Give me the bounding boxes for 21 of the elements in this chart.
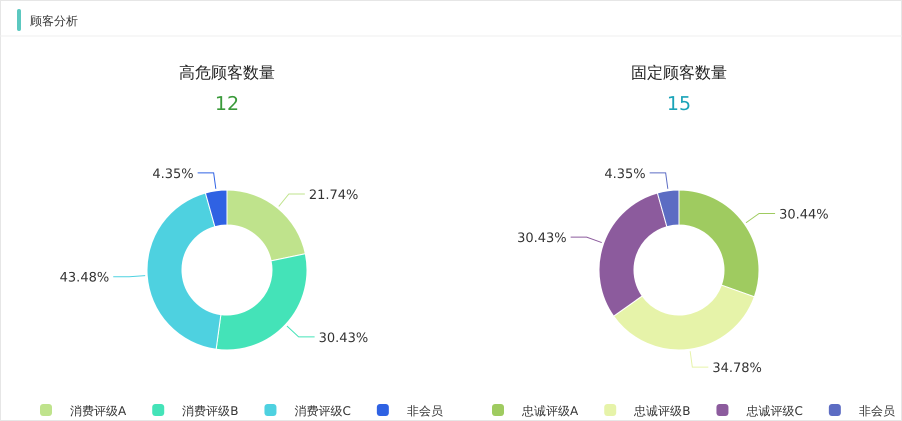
text: 顾客分析 <box>30 14 78 28</box>
data-label: 21.74% <box>308 188 358 203</box>
legend-label: 非会员 <box>858 404 895 418</box>
legend-label: 忠诚评级C <box>745 404 803 418</box>
data-label: 30.43% <box>517 231 567 246</box>
chart-title: 固定顾客数量 <box>631 63 727 82</box>
data-label: 34.78% <box>712 361 762 376</box>
chart-subtitle: 15 <box>666 93 692 115</box>
legend-label: 消费评级B <box>182 404 238 418</box>
data-label: 30.43% <box>318 330 368 346</box>
data-label: 30.44% <box>779 208 829 222</box>
data-label: 4.35% <box>604 166 646 182</box>
legend-label: 消费评级A <box>70 404 127 418</box>
legend-label: 忠诚评级B <box>633 404 690 418</box>
legend-label: 忠诚评级A <box>521 404 579 418</box>
chart-title: 高危顾客数量 <box>179 63 275 82</box>
chart-subtitle: 12 <box>214 93 240 115</box>
legend-label: 非会员 <box>406 404 443 418</box>
legend-label: 消费评级C <box>294 404 351 418</box>
data-label: 43.48% <box>60 270 110 286</box>
data-label: 4.35% <box>152 166 194 182</box>
